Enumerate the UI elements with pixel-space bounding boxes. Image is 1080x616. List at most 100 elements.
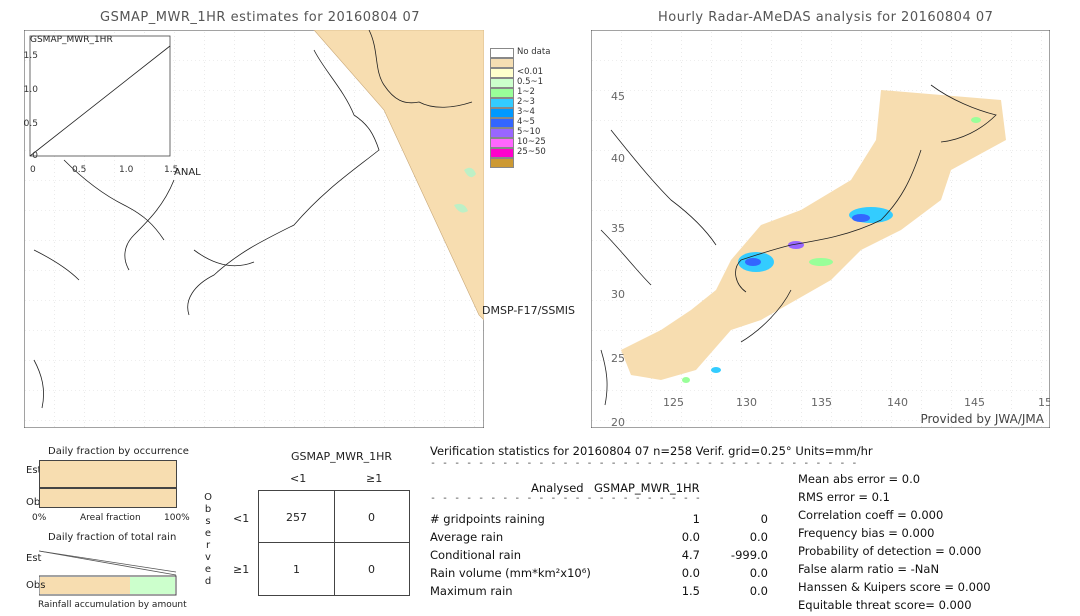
inset-y-tick: 0 bbox=[32, 151, 38, 161]
observed-letter: b bbox=[204, 504, 212, 515]
stat-label: # gridpoints raining bbox=[430, 512, 545, 526]
fraction-total-chart bbox=[39, 550, 177, 596]
dashed-separator: - - - - - - - - - - - - - - - - - - - - … bbox=[430, 493, 701, 504]
score-line: Frequency bias = 0.000 bbox=[798, 526, 935, 540]
legend-label: 4~5 bbox=[517, 117, 535, 127]
contingency-row-header: ≥1 bbox=[233, 563, 250, 576]
legend-swatch bbox=[490, 98, 514, 108]
legend-swatch bbox=[490, 58, 514, 68]
swath-rain-patch bbox=[454, 167, 476, 213]
swath-area bbox=[313, 30, 484, 321]
contingency-col-header: <1 bbox=[290, 472, 307, 485]
inset-x-tick: 1.5 bbox=[164, 165, 178, 175]
col-model: GSMAP_MWR_1HR bbox=[594, 481, 700, 495]
stat-label: Maximum rain bbox=[430, 584, 513, 598]
contingency-cell: 0 bbox=[368, 511, 375, 524]
obs-label: Obs bbox=[26, 580, 46, 591]
obs-fraction-bar bbox=[39, 488, 177, 508]
legend-swatch bbox=[490, 68, 514, 78]
legend-swatch bbox=[490, 128, 514, 138]
legend-label: No data bbox=[517, 47, 551, 57]
observed-letter: d bbox=[204, 576, 212, 587]
inset-x-axis-label: ANAL bbox=[174, 167, 201, 178]
observed-letter: e bbox=[204, 528, 212, 539]
axis-mid: Areal fraction bbox=[80, 513, 141, 523]
lat-tick: 35 bbox=[611, 222, 625, 235]
coastline bbox=[33, 30, 473, 409]
stat-analysed: 1 bbox=[692, 512, 700, 526]
radar-rain-cells bbox=[682, 117, 981, 383]
lat-tick: 20 bbox=[611, 416, 625, 428]
satellite-label: DMSP-F17/SSMIS bbox=[482, 304, 576, 317]
est-fraction-bar bbox=[39, 460, 177, 488]
contingency-cell: 1 bbox=[293, 563, 300, 576]
inset-y-tick: 1.5 bbox=[24, 51, 38, 61]
col-analysed: Analysed bbox=[531, 481, 584, 495]
legend-label: 3~4 bbox=[517, 107, 535, 117]
est-label: Est bbox=[26, 465, 42, 476]
inset-label: GSMAP_MWR_1HR bbox=[30, 35, 113, 45]
lat-tick: 40 bbox=[611, 152, 625, 165]
score-line: Probability of detection = 0.000 bbox=[798, 544, 982, 558]
stat-label: Average rain bbox=[430, 530, 504, 544]
score-line: Mean abs error = 0.0 bbox=[798, 472, 921, 486]
legend-label: 1~2 bbox=[517, 87, 535, 97]
inset-x-tick: 0.5 bbox=[72, 165, 86, 175]
fraction-occurrence-title: Daily fraction by occurrence bbox=[48, 446, 189, 457]
lat-tick: 45 bbox=[611, 90, 625, 103]
stat-label: Conditional rain bbox=[430, 548, 522, 562]
axis-left: 0% bbox=[32, 513, 47, 523]
axis-right: 100% bbox=[164, 513, 190, 523]
inset-plot-frame bbox=[29, 35, 171, 157]
legend-label: 2~3 bbox=[517, 97, 535, 107]
legend-swatch bbox=[490, 78, 514, 88]
contingency-cell: 0 bbox=[368, 563, 375, 576]
legend-label: 10~25 bbox=[517, 137, 546, 147]
lon-tick: 125 bbox=[663, 396, 684, 409]
obs-total-segment bbox=[40, 577, 130, 594]
credit-text: Provided by JWA/JMA bbox=[920, 412, 1044, 426]
stat-analysed: 4.7 bbox=[681, 548, 700, 562]
legend-swatch bbox=[490, 158, 514, 168]
stat-model: 0 bbox=[760, 512, 768, 526]
stat-model: 0.0 bbox=[749, 584, 768, 598]
legend-label: 5~10 bbox=[517, 127, 541, 137]
contingency-row-header: <1 bbox=[233, 512, 250, 525]
legend-label: 25~50 bbox=[517, 147, 546, 157]
inset-y-tick: 0.5 bbox=[24, 119, 38, 129]
left-map-title: GSMAP_MWR_1HR estimates for 20160804 07 bbox=[100, 10, 421, 25]
score-line: Correlation coeff = 0.000 bbox=[798, 508, 944, 522]
stat-label: Rain volume (mm*km²x10⁶) bbox=[430, 566, 591, 580]
legend-label: <0.01 bbox=[517, 67, 544, 77]
inset-x-tick: 1.0 bbox=[119, 165, 134, 175]
observed-letter: v bbox=[205, 552, 211, 563]
legend-swatch bbox=[490, 148, 514, 158]
legend-swatch bbox=[490, 138, 514, 148]
right-map-title: Hourly Radar-AMeDAS analysis for 2016080… bbox=[658, 10, 994, 25]
lon-tick: 135 bbox=[811, 396, 832, 409]
right-map: 45 40 35 30 25 20 125 130 135 140 145 15… bbox=[591, 30, 1050, 428]
est-fraction-fill bbox=[40, 461, 176, 487]
fraction-total-title: Daily fraction of total rain bbox=[48, 532, 177, 543]
est-decay-line bbox=[39, 550, 177, 573]
legend-label: 0.5~1 bbox=[517, 77, 544, 87]
lat-tick: 25 bbox=[611, 352, 625, 365]
score-line: RMS error = 0.1 bbox=[798, 490, 890, 504]
legend-swatch bbox=[490, 108, 514, 118]
grid-divider bbox=[334, 491, 335, 595]
legend-swatch bbox=[490, 48, 514, 58]
inset-x-tick: 0 bbox=[30, 165, 36, 175]
score-line: False alarm ratio = -NaN bbox=[798, 562, 940, 576]
stat-analysed: 0.0 bbox=[681, 530, 700, 544]
dashed-separator: - - - - - - - - - - - - - - - - - - - - … bbox=[430, 458, 858, 469]
stat-analysed: 0.0 bbox=[681, 566, 700, 580]
lon-tick: 15 bbox=[1038, 396, 1050, 409]
fraction-total-footer: Rainfall accumulation by amount bbox=[38, 600, 187, 610]
inset-diagonal bbox=[29, 45, 171, 157]
inset-y-tick: 1.0 bbox=[24, 85, 38, 95]
legend-swatch bbox=[490, 118, 514, 128]
obs-total-segment bbox=[130, 577, 175, 594]
obs-fraction-fill bbox=[40, 489, 176, 507]
contingency-col-header: ≥1 bbox=[366, 472, 383, 485]
